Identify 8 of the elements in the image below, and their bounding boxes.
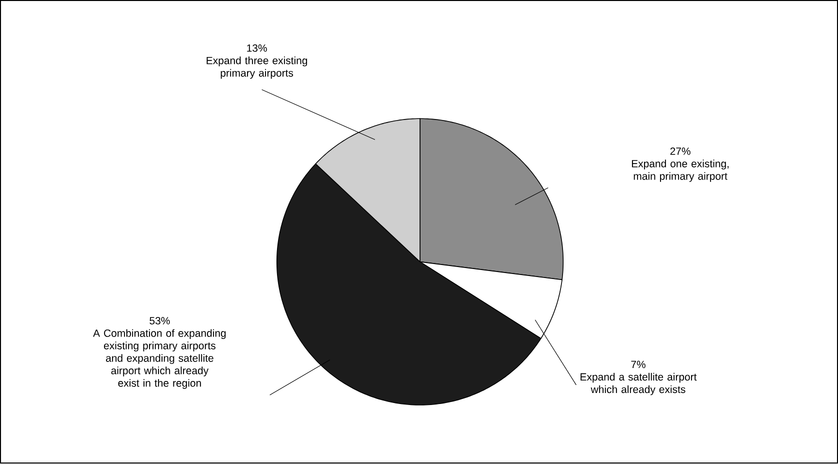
slice-label: Expand one existing, main primary airport: [632, 160, 729, 182]
slice-label: Expand three existing primary airports: [206, 56, 308, 79]
slice-label: A Combination of expanding existing primary airports and expanding satellite airport which already exist in the region: [93, 329, 226, 390]
data-label: 7%: [631, 360, 646, 368]
data-label: 13%: [247, 44, 267, 52]
data-label: 53%: [150, 317, 170, 325]
slice-label: Expand a satellite airport which already exists: [580, 373, 697, 396]
data-label: 27%: [670, 148, 690, 156]
